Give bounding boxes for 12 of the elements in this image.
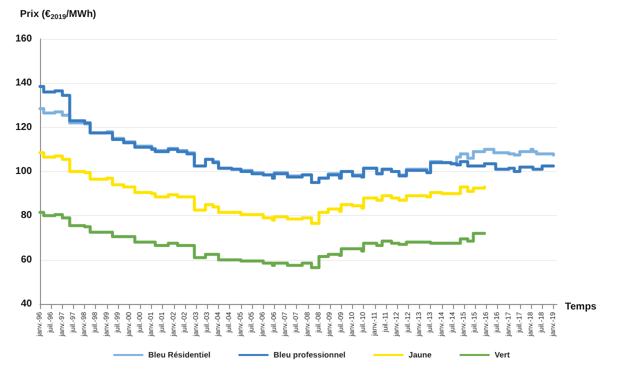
y-tick-label: 140 [15,78,32,89]
y-tick-label: 40 [20,298,32,310]
legend-label: Vert [494,350,510,360]
y-tick-label: 100 [15,166,32,177]
x-axis-title: Temps [565,302,597,312]
legend-label: Jaune [408,350,432,360]
legend-label: Bleu professionnel [273,350,346,360]
y-tick-label: 160 [15,34,32,44]
y-tick-label: 60 [20,254,32,266]
y-tick-label: 120 [15,122,32,133]
legend-label: Bleu Résidentiel [148,350,211,360]
y-tick-label: 80 [20,210,32,222]
